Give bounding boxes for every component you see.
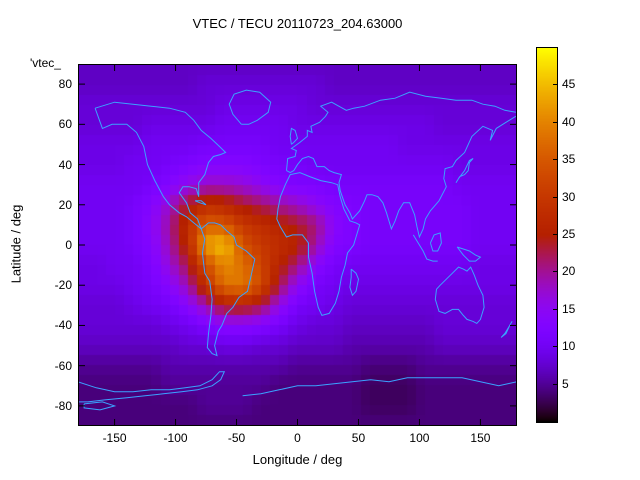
colorbar-tick-mark bbox=[553, 121, 557, 123]
colorbar-tick-mark bbox=[553, 346, 557, 348]
coastline-path bbox=[200, 222, 256, 357]
coastline-path bbox=[429, 232, 442, 252]
x-tick-label: 100 bbox=[409, 431, 430, 445]
plot-border bbox=[78, 64, 517, 426]
colorbar-tick-label: 30 bbox=[562, 189, 576, 204]
y-tick-label: 0 bbox=[65, 238, 72, 252]
key-label: 'vtec_ bbox=[30, 56, 61, 70]
x-tick-label: -50 bbox=[227, 431, 246, 445]
colorbar-tick-mark bbox=[553, 308, 557, 310]
x-axis-label: Longitude / deg bbox=[252, 452, 343, 467]
y-tick-label: 60 bbox=[58, 117, 72, 132]
coastline-path bbox=[242, 377, 517, 397]
coastline-path bbox=[194, 200, 207, 206]
colorbar-tick-label: 5 bbox=[562, 376, 569, 391]
colorbar-tick-label: 15 bbox=[562, 301, 576, 316]
colorbar-tick-label: 35 bbox=[562, 152, 576, 167]
x-tick-label: 0 bbox=[294, 431, 301, 445]
coastline-path bbox=[78, 371, 226, 403]
coastline-path bbox=[349, 268, 360, 297]
x-tick-label: -100 bbox=[163, 431, 188, 445]
y-tick-label: -60 bbox=[54, 358, 72, 373]
coastline-path bbox=[276, 172, 361, 316]
colorbar-tick-label: 40 bbox=[562, 114, 576, 129]
x-tick-label: -150 bbox=[102, 431, 127, 445]
x-tick-label: 150 bbox=[470, 431, 491, 445]
plot-area bbox=[78, 64, 517, 426]
coastline-path bbox=[94, 101, 227, 231]
vtec-heatmap-canvas bbox=[78, 64, 517, 426]
coastline-path bbox=[456, 246, 482, 262]
y-tick-label: 20 bbox=[58, 197, 72, 212]
colorbar-tick-label: 20 bbox=[562, 264, 576, 279]
coastline-path bbox=[286, 91, 516, 171]
y-tick-label: 80 bbox=[58, 77, 72, 92]
colorbar-tick-mark bbox=[553, 196, 557, 198]
y-tick-label: -20 bbox=[54, 278, 72, 293]
coastline-path bbox=[289, 127, 299, 145]
chart-title: VTEC / TECU 20110723_204.63000 bbox=[192, 16, 403, 31]
colorbar-tick-label: 25 bbox=[562, 227, 576, 241]
coastline-path bbox=[412, 234, 438, 262]
colorbar-tick-mark bbox=[553, 159, 557, 161]
colorbar-tick-mark bbox=[553, 234, 557, 235]
coastlines-and-axes-overlay bbox=[78, 64, 517, 426]
x-tick-label: 50 bbox=[351, 431, 366, 445]
coastline-path bbox=[500, 321, 513, 338]
coastline-path bbox=[228, 89, 272, 125]
coastline-path bbox=[434, 266, 485, 325]
y-tick-label: -40 bbox=[54, 318, 72, 333]
colorbar-tick-mark bbox=[553, 84, 557, 86]
colorbar-tick-label: 45 bbox=[562, 77, 576, 92]
colorbar-tick-mark bbox=[553, 271, 557, 273]
colorbar-tick-mark bbox=[553, 383, 557, 385]
coastline-path bbox=[83, 401, 117, 411]
colorbar-tick-label: 10 bbox=[562, 339, 576, 354]
y-tick-label: -80 bbox=[54, 398, 72, 413]
y-tick-label: 40 bbox=[58, 157, 72, 172]
coastline-path bbox=[286, 115, 517, 239]
coastline-path bbox=[455, 158, 474, 183]
colorbar-gradient bbox=[537, 48, 557, 422]
y-axis-label: Latitude / deg bbox=[8, 204, 24, 284]
colorbar bbox=[536, 47, 558, 423]
